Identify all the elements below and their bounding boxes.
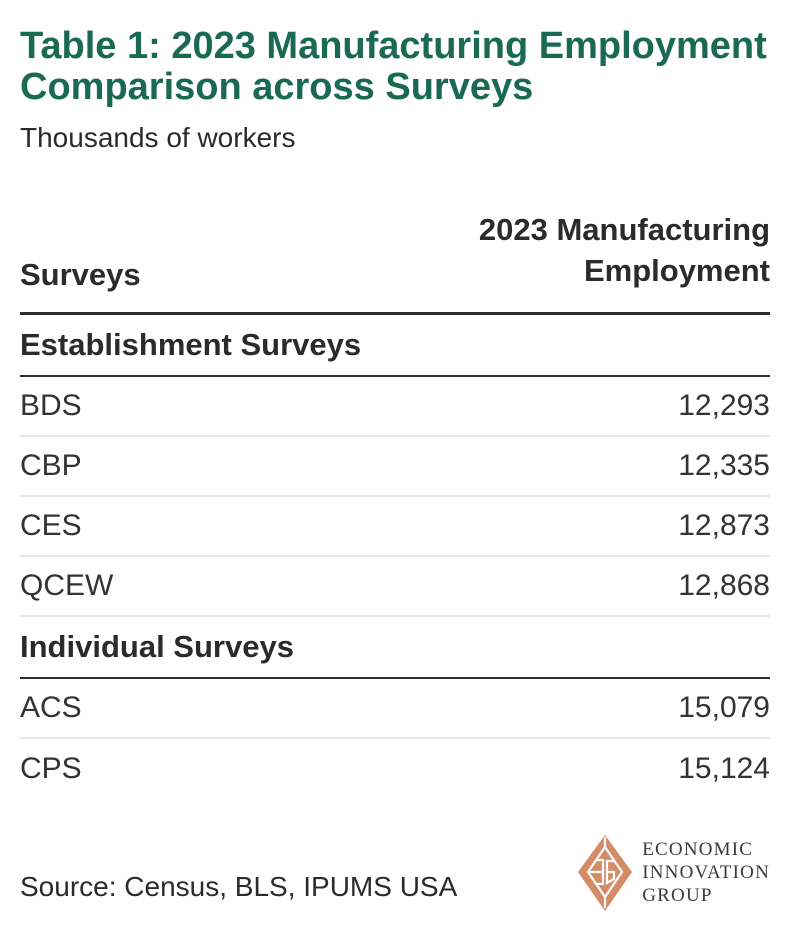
eig-diamond-icon bbox=[578, 834, 633, 911]
table-row: BDS 12,293 bbox=[20, 377, 770, 437]
source-note: Source: Census, BLS, IPUMS USA bbox=[20, 870, 458, 902]
table-title: Table 1: 2023 Manufacturing Employment C… bbox=[20, 25, 767, 109]
group-header-establishment: Establishment Surveys bbox=[20, 315, 770, 377]
table-row: CPS 15,124 bbox=[20, 739, 770, 799]
survey-value: 12,335 bbox=[678, 448, 770, 482]
eig-logo-text: ECONOMIC INNOVATION GROUP bbox=[642, 838, 770, 907]
survey-value: 12,868 bbox=[678, 568, 770, 602]
table-row: CBP 12,335 bbox=[20, 437, 770, 497]
eig-logo-line3: GROUP bbox=[642, 885, 713, 907]
table-row: ACS 15,079 bbox=[20, 679, 770, 739]
survey-name: QCEW bbox=[20, 568, 114, 602]
column-header-surveys: Surveys bbox=[20, 256, 141, 292]
table-subtitle: Thousands of workers bbox=[20, 122, 296, 154]
survey-value: 12,293 bbox=[678, 388, 770, 422]
survey-name: ACS bbox=[20, 690, 82, 724]
survey-name: CES bbox=[20, 508, 82, 542]
eig-logo-line2: INNOVATION bbox=[642, 862, 770, 884]
survey-name: BDS bbox=[20, 388, 82, 422]
eig-logo-line1: ECONOMIC bbox=[642, 839, 754, 861]
eig-logo: ECONOMIC INNOVATION GROUP bbox=[577, 834, 770, 911]
column-header-employment: 2023 Manufacturing Employment bbox=[478, 212, 770, 288]
table-row: CES 12,873 bbox=[20, 497, 770, 557]
table-row: QCEW 12,868 bbox=[20, 557, 770, 617]
content-area: Table 1: 2023 Manufacturing Employment C… bbox=[20, 25, 770, 911]
figure-footer: Source: Census, BLS, IPUMS USA ECONOMIC … bbox=[20, 834, 770, 911]
survey-value: 15,124 bbox=[678, 751, 770, 785]
group-header-individual: Individual Surveys bbox=[20, 617, 770, 679]
survey-name: CPS bbox=[20, 751, 82, 785]
survey-value: 12,873 bbox=[678, 508, 770, 542]
survey-name: CBP bbox=[20, 448, 82, 482]
column-header-row: Surveys 2023 Manufacturing Employment bbox=[20, 210, 770, 315]
survey-value: 15,079 bbox=[678, 690, 770, 724]
